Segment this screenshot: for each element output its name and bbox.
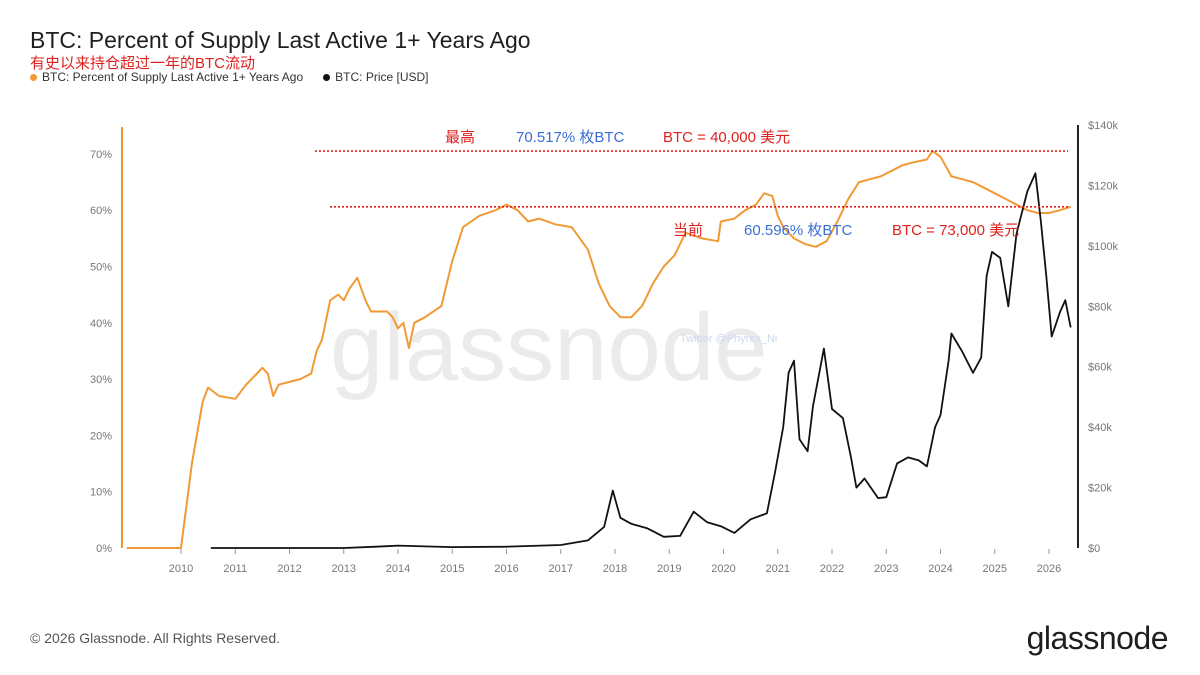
x-tick-label: 2017 bbox=[549, 563, 573, 575]
y-right-tick-label: $80k bbox=[1088, 301, 1112, 313]
x-tick-label: 2020 bbox=[711, 563, 735, 575]
x-tick-label: 2015 bbox=[440, 563, 464, 575]
annotation-high-label: 最高 bbox=[445, 129, 475, 146]
y-left-tick-label: 20% bbox=[90, 430, 112, 442]
x-tick-label: 2026 bbox=[1037, 563, 1061, 575]
x-tick-label: 2018 bbox=[603, 563, 627, 575]
watermark: glassnode bbox=[330, 294, 768, 401]
annotation-high-price: BTC = 40,000 美元 bbox=[663, 129, 790, 146]
chart-subtitle: 有史以来持仓超过一年的BTC流动 bbox=[30, 55, 256, 72]
y-left-tick-label: 40% bbox=[90, 318, 112, 330]
x-tick-label: 2013 bbox=[332, 563, 356, 575]
legend-item-price[interactable]: BTC: Price [USD] bbox=[323, 70, 429, 84]
annotation-current-label: 当前 bbox=[673, 222, 703, 239]
x-tick-label: 2011 bbox=[223, 563, 247, 575]
y-left-tick-label: 10% bbox=[90, 487, 112, 499]
y-right-tick-label: $20k bbox=[1088, 483, 1112, 495]
y-right-tick-label: $40k bbox=[1088, 422, 1112, 434]
twitter-watermark: Twitter @Phyrex_Ni bbox=[680, 333, 777, 345]
y-right-tick-label: $60k bbox=[1088, 362, 1112, 374]
x-tick-label: 2010 bbox=[169, 563, 193, 575]
y-left-tick-label: 30% bbox=[90, 374, 112, 386]
x-tick-label: 2014 bbox=[386, 563, 410, 575]
y-right-tick-label: $120k bbox=[1088, 180, 1118, 192]
glassnode-logo: glassnode bbox=[1026, 620, 1169, 656]
annotation-current-price: BTC = 73,000 美元 bbox=[892, 222, 1019, 239]
x-tick-label: 2022 bbox=[820, 563, 844, 575]
x-tick-label: 2012 bbox=[277, 563, 301, 575]
y-left-tick-label: 0% bbox=[96, 543, 112, 555]
annotation-high-pct: 70.517% 枚BTC bbox=[516, 129, 625, 146]
copyright: © 2026 Glassnode. All Rights Reserved. bbox=[30, 630, 281, 646]
x-tick-label: 2023 bbox=[874, 563, 898, 575]
x-tick-label: 2024 bbox=[928, 563, 952, 575]
annotation-current-pct: 60.596% 枚BTC bbox=[744, 222, 853, 239]
y-left-tick-label: 50% bbox=[90, 262, 112, 274]
price-line bbox=[210, 172, 1072, 549]
y-left-tick-label: 60% bbox=[90, 205, 112, 217]
y-right-tick-label: $0 bbox=[1088, 543, 1100, 555]
x-tick-label: 2019 bbox=[657, 563, 681, 575]
legend-label-supply: BTC: Percent of Supply Last Active 1+ Ye… bbox=[42, 70, 304, 84]
black-dot-icon bbox=[323, 73, 331, 81]
legend-item-supply[interactable]: BTC: Percent of Supply Last Active 1+ Ye… bbox=[30, 70, 303, 84]
y-right-tick-label: $100k bbox=[1088, 241, 1118, 253]
x-tick-label: 2021 bbox=[766, 563, 790, 575]
y-right-tick-label: $140k bbox=[1088, 120, 1118, 132]
orange-dot-icon bbox=[30, 73, 37, 81]
chart-title: BTC: Percent of Supply Last Active 1+ Ye… bbox=[30, 27, 531, 53]
supply-line bbox=[126, 150, 1072, 549]
y-left-tick-label: 70% bbox=[90, 149, 112, 161]
x-tick-label: 2025 bbox=[983, 563, 1007, 575]
x-tick-label: 2016 bbox=[494, 563, 518, 575]
legend: BTC: Percent of Supply Last Active 1+ Ye… bbox=[30, 70, 429, 84]
legend-label-price: BTC: Price [USD] bbox=[335, 70, 429, 84]
